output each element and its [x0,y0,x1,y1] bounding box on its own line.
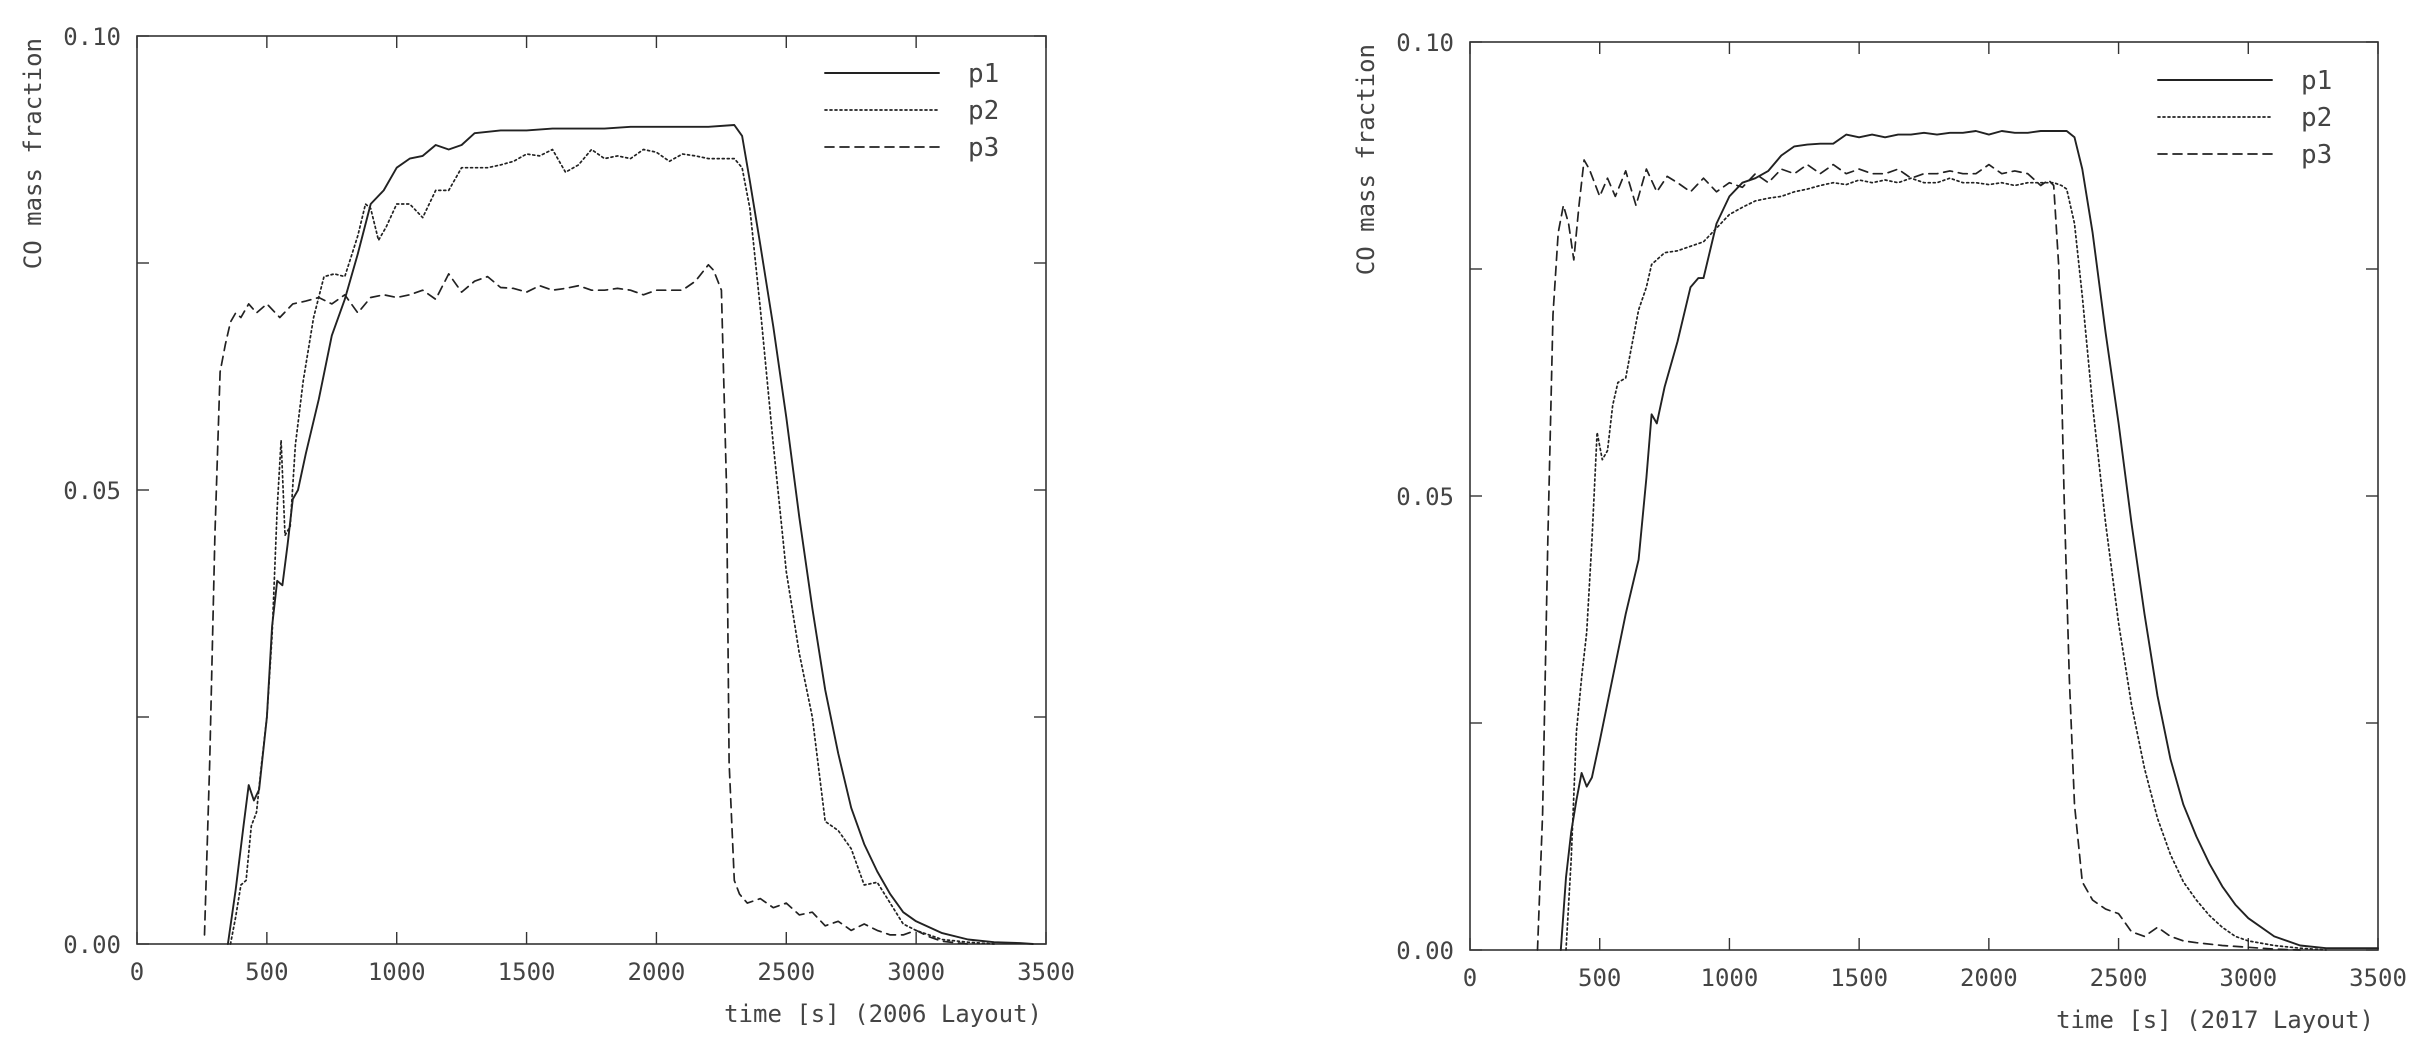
legend-label-p1: p1 [2301,66,2332,96]
series-line-p1 [1559,130,2379,951]
x-tick-label: 1500 [498,958,556,986]
y-axis-label: CO mass fraction [1352,44,1380,275]
x-tick-label: 0 [1463,964,1477,992]
x-tick-label: 500 [1578,964,1621,992]
y-tick-label: 0.05 [63,477,121,505]
x-tick-label: 3500 [2349,964,2407,992]
y-axis-label: CO mass fraction [19,38,47,269]
series-line-p3 [203,263,969,945]
x-tick-label: 1000 [368,958,426,986]
y-tick-label: 0.10 [63,23,121,51]
legend-label-p3: p3 [2301,140,2332,170]
series-line-p3 [1536,159,2302,951]
x-tick-label: 0 [130,958,144,986]
x-tick-label: 3000 [887,958,945,986]
x-tick-label: 1000 [1701,964,1759,992]
x-tick-label: 2500 [757,958,815,986]
series-line-p1 [226,124,1034,945]
y-tick-label: 0.00 [1396,937,1454,965]
legend-label-p2: p2 [2301,103,2332,133]
chart-2006-layout: 0 500 1000 1500 2000 2500 3000 3500 0.00 0.05 0.10… [19,23,1075,1028]
series-line-p2 [229,148,995,945]
x-tick-label: 2000 [628,958,686,986]
series-line-p2 [1565,177,2327,951]
x-tick-label: 2000 [1960,964,2018,992]
x-tick-label: 3500 [1017,958,1075,986]
y-tick-label: 0.00 [63,931,121,959]
x-tick-label: 500 [245,958,288,986]
legend-label-p1: p1 [968,59,999,89]
y-tick-label: 0.10 [1396,29,1454,57]
y-tick-label: 0.05 [1396,483,1454,511]
x-axis-label: time [s] (2017 Layout) [2056,1006,2374,1034]
x-tick-label: 2500 [2090,964,2148,992]
chart-2017-layout: 0 500 1000 1500 2000 2500 3000 3500 0.00 0.05 0.10… [1352,29,2407,1034]
legend-label-p3: p3 [968,133,999,163]
x-tick-label: 1500 [1830,964,1888,992]
x-tick-label: 3000 [2219,964,2277,992]
x-axis-label: time [s] (2006 Layout) [724,1000,1042,1028]
legend-label-p2: p2 [968,96,999,126]
